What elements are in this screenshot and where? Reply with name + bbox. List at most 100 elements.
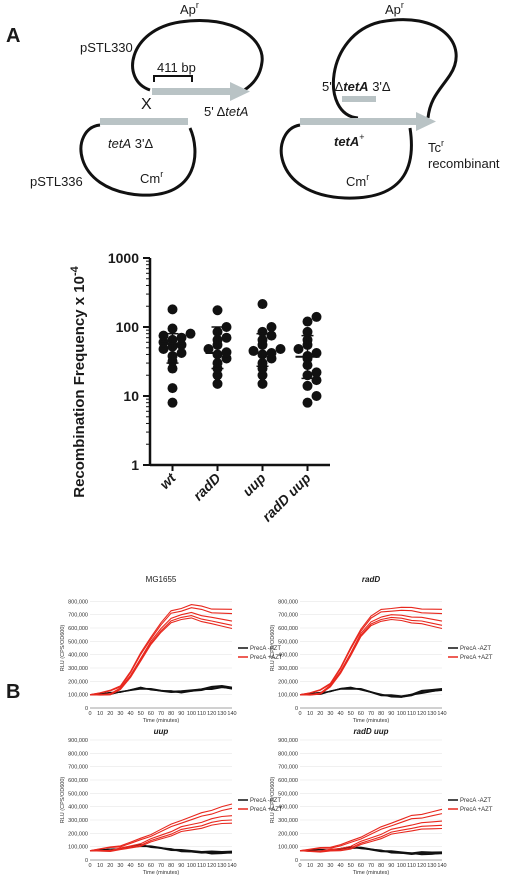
- scatter-point: [293, 343, 304, 354]
- reca-x-tick-label: 50: [348, 863, 354, 869]
- reca-x-tick-label: 60: [358, 711, 364, 717]
- recombinant-5prime-label: 5' ΔtetA 3'Δ: [322, 79, 391, 94]
- reca-series-line: [299, 813, 443, 852]
- bp-label: 411 bp: [157, 60, 196, 75]
- reca-y-tick-label: 0: [85, 706, 88, 712]
- scatter-point: [257, 378, 268, 389]
- tetA-5prime-label: 5' ΔtetA: [204, 104, 248, 119]
- reca-x-tick-label: 40: [128, 863, 134, 869]
- reca-y-tick-label: 400,000: [68, 805, 88, 811]
- pSTL336-label: pSTL336: [30, 174, 83, 189]
- scatter-point: [302, 326, 313, 337]
- scatter-category-label: radD uup: [259, 469, 314, 524]
- scatter-point: [311, 311, 322, 322]
- reca-series-line: [299, 609, 443, 696]
- reca-y-tick-label: 700,000: [68, 613, 88, 619]
- reca-series-line: [89, 604, 233, 696]
- reca-y-tick-label: 200,000: [68, 831, 88, 837]
- reca-x-tick-label: 10: [307, 711, 313, 717]
- reca-x-tick-label: 110: [197, 711, 206, 717]
- reca-chart-MG1655: MG1655 0 100,000 200,000 300,000 400,000 500,0…: [60, 575, 283, 724]
- scatter-point: [311, 375, 322, 386]
- tc-resistance-label: Tcr: [428, 138, 444, 155]
- reca-legend-label: PrecA -AZT: [460, 646, 491, 652]
- reca-y-axis-label: RLU (CPS/OD600): [270, 777, 276, 824]
- scatter-y-tick-label: 1: [131, 457, 139, 473]
- reca-chart-uup: uup 0 100,000 200,000 300,000 400,000 500,000 6…: [60, 727, 283, 876]
- reca-x-tick-label: 70: [368, 711, 374, 717]
- reca-x-tick-label: 140: [437, 863, 446, 869]
- scatter-point: [302, 316, 313, 327]
- scatter-y-tick-label: 10: [123, 388, 139, 404]
- scatter-point: [176, 347, 187, 358]
- scatter-point: [167, 323, 178, 334]
- recombinant-top-loop: [331, 18, 458, 120]
- reca-series-line: [299, 614, 443, 696]
- bp-bracket: [153, 75, 193, 82]
- reca-series-line: [89, 615, 233, 696]
- reca-y-tick-label: 800,000: [278, 599, 298, 605]
- reca-y-tick-label: 200,000: [68, 679, 88, 685]
- reca-series-line: [299, 688, 443, 697]
- reca-x-tick-label: 90: [388, 711, 394, 717]
- scatter-point: [176, 332, 187, 343]
- scatter-y-axis-title: Recombination Frequency x 10-4: [69, 265, 88, 497]
- scatter-point: [212, 378, 223, 389]
- reca-x-tick-label: 60: [358, 863, 364, 869]
- reca-series-line: [299, 606, 443, 696]
- tetA-plus-segment: [300, 118, 418, 125]
- ap-resistance-left: Apr: [180, 0, 199, 17]
- reca-chart-title: uup: [154, 727, 169, 736]
- panel-a-letter: A: [6, 25, 20, 47]
- tetA-plus-arrowhead: [416, 112, 436, 131]
- scatter-point: [248, 345, 259, 356]
- reca-x-tick-label: 80: [168, 711, 174, 717]
- scatter-point: [311, 367, 322, 378]
- reca-y-axis-label: RLU (CPS/OD600): [60, 625, 66, 672]
- recombination-frequency-chart: Recombination Frequency x 10-4 1 10 100 100…: [69, 250, 330, 525]
- reca-y-tick-label: 800,000: [278, 751, 298, 757]
- recombinant-top-segment: [342, 96, 376, 102]
- reca-chart-radD: radD 0 100,000 200,000 300,000 400,000 500,000…: [270, 575, 493, 724]
- reca-series-line: [89, 819, 233, 852]
- scatter-point: [275, 343, 286, 354]
- reca-x-tick-label: 80: [168, 863, 174, 869]
- reca-y-tick-label: 200,000: [278, 679, 298, 685]
- reca-x-tick-label: 0: [298, 863, 301, 869]
- recombination-diagram: 411 bp X pSTL330 Apr 5' ΔtetA tetA 3'Δ p…: [30, 0, 500, 200]
- tetA-3prime-segment: [100, 118, 188, 125]
- reca-y-tick-label: 500,000: [68, 791, 88, 797]
- reca-series-line: [89, 822, 233, 853]
- reca-x-axis-label: Time (minutes): [353, 870, 390, 876]
- reca-x-tick-label: 140: [437, 711, 446, 717]
- crossover-mark: X: [141, 96, 152, 113]
- reca-y-tick-label: 100,000: [68, 693, 88, 699]
- reca-y-tick-label: 0: [295, 706, 298, 712]
- scatter-point: [176, 339, 187, 350]
- reca-series-line: [299, 820, 443, 852]
- reca-y-tick-label: 900,000: [278, 738, 298, 744]
- reca-x-tick-label: 10: [97, 863, 103, 869]
- reca-legend-label: PrecA -AZT: [460, 798, 491, 804]
- reca-x-tick-label: 140: [227, 711, 236, 717]
- reca-series-line: [89, 815, 233, 852]
- reca-legend-label: PrecA +AZT: [460, 807, 493, 813]
- reca-y-tick-label: 800,000: [68, 751, 88, 757]
- reca-x-tick-label: 70: [158, 711, 164, 717]
- reca-y-axis-label: RLU (CPS/OD600): [60, 777, 66, 824]
- reca-x-tick-label: 50: [138, 863, 144, 869]
- reca-y-tick-label: 0: [85, 858, 88, 864]
- reca-x-tick-label: 130: [217, 711, 226, 717]
- scatter-point: [167, 363, 178, 374]
- scatter-category-label: radD: [190, 470, 224, 504]
- reca-y-tick-label: 400,000: [278, 653, 298, 659]
- reca-y-tick-label: 200,000: [278, 831, 298, 837]
- scatter-point: [212, 305, 223, 316]
- reca-x-tick-label: 30: [117, 711, 123, 717]
- reca-series-line: [89, 611, 233, 696]
- reca-series-line: [299, 616, 443, 696]
- tetA-plus-label: tetA+: [334, 132, 365, 149]
- reca-series-line: [89, 607, 233, 696]
- tetA-5prime-segment: [152, 88, 232, 95]
- reca-y-tick-label: 100,000: [68, 845, 88, 851]
